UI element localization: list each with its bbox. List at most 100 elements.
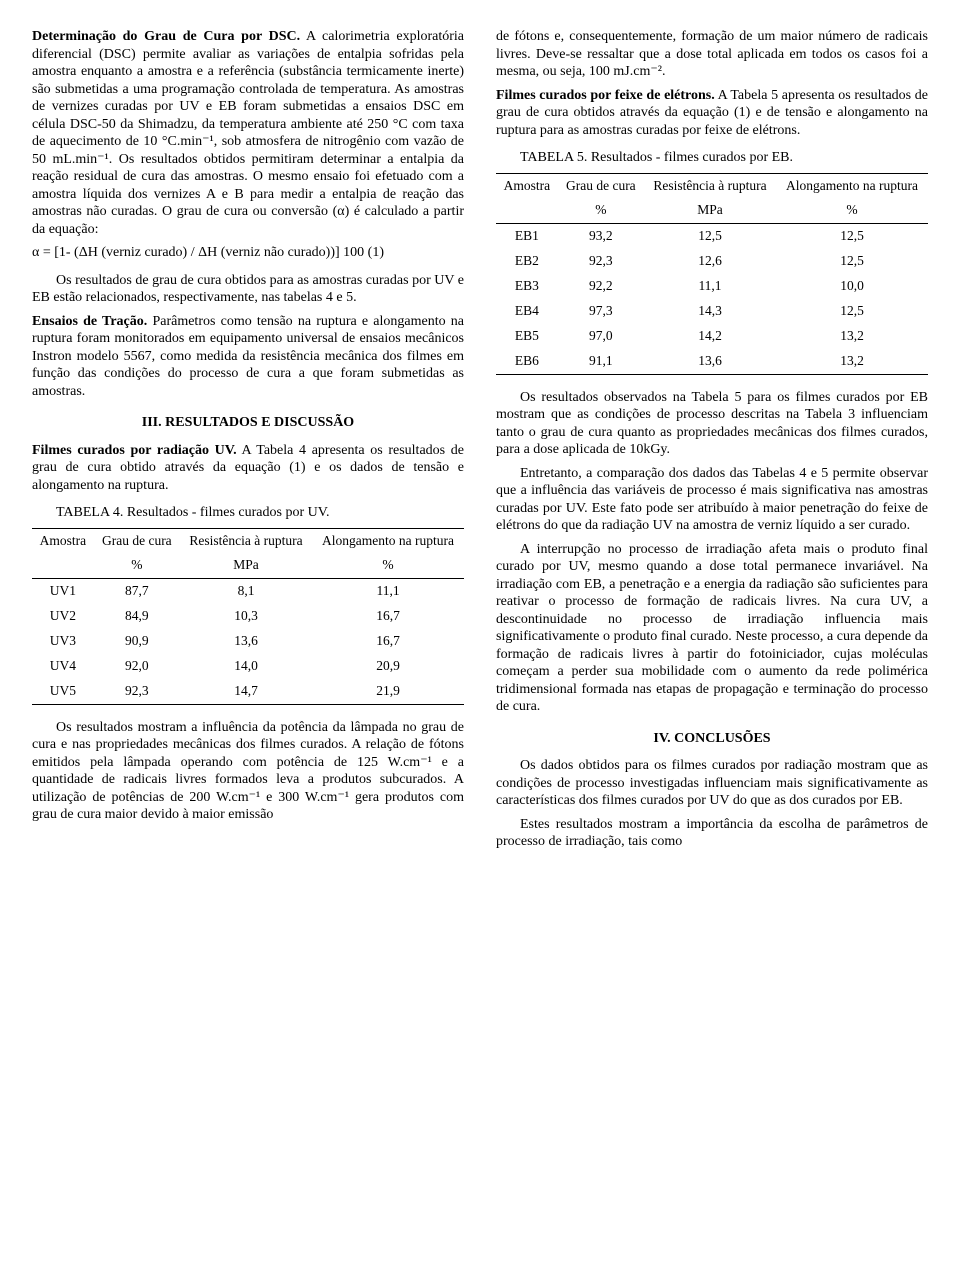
cell: UV1 [32,579,94,604]
cell: 12,5 [776,299,928,324]
table-4: Amostra Grau de cura Resistência à ruptu… [32,528,464,705]
table-row: EB193,212,512,5 [496,224,928,249]
t4-h2-c2: MPa [180,553,312,578]
cell: 84,9 [94,604,180,629]
t5-h1-c3: Alongamento na ruptura [776,173,928,198]
cell: EB2 [496,249,558,274]
paragraph-fotons: de fótons e, consequentemente, formação … [496,28,928,81]
cell: EB6 [496,349,558,374]
paragraph-eb-intro: Filmes curados por feixe de elétrons. A … [496,87,928,140]
table-5-caption: TABELA 5. Resultados - filmes curados po… [496,149,928,167]
section-4-heading: IV. CONCLUSÕES [496,730,928,748]
t4-h2-c1: % [94,553,180,578]
cell: EB1 [496,224,558,249]
cell: 14,0 [180,654,312,679]
cell: 13,2 [776,349,928,374]
cell: 13,2 [776,324,928,349]
table-row: EB292,312,612,5 [496,249,928,274]
cell: 91,1 [558,349,644,374]
equation-1: α = [1- (ΔH (verniz curado) / ΔH (verniz… [32,244,464,262]
cell: 93,2 [558,224,644,249]
paragraph-uv-results: Os resultados mostram a influência da po… [32,719,464,824]
cell: 12,5 [644,224,776,249]
t4-h1-c3: Alongamento na ruptura [312,528,464,553]
t4-h1-c1: Grau de cura [94,528,180,553]
paragraph-interruption: A interrupção no processo de irradiação … [496,541,928,716]
t4-h2-c0 [32,553,94,578]
cell: 92,2 [558,274,644,299]
cell: 20,9 [312,654,464,679]
t5-h2-c2: MPa [644,198,776,223]
cell: UV5 [32,679,94,704]
cell: UV2 [32,604,94,629]
cell: 97,0 [558,324,644,349]
cell: UV3 [32,629,94,654]
table-row: UV592,314,721,9 [32,679,464,704]
table-row: UV390,913,616,7 [32,629,464,654]
table-5-header-1: Amostra Grau de cura Resistência à ruptu… [496,173,928,198]
table-row: UV187,78,111,1 [32,579,464,604]
paragraph-results-intro: Os resultados de grau de cura obtidos pa… [32,272,464,307]
table-row: EB392,211,110,0 [496,274,928,299]
t4-h2-c3: % [312,553,464,578]
cell: 21,9 [312,679,464,704]
dsc-body: A calorimetria exploratória diferencial … [32,29,464,237]
cell: 13,6 [644,349,776,374]
table-row: EB691,113,613,2 [496,349,928,374]
paragraph-dsc: Determinação do Grau de Cura por DSC. A … [32,28,464,238]
cell: 12,6 [644,249,776,274]
eb-heading: Filmes curados por feixe de elétrons. [496,88,715,103]
cell: 12,5 [776,224,928,249]
cell: 97,3 [558,299,644,324]
cell: 10,0 [776,274,928,299]
cell: EB3 [496,274,558,299]
cell: 16,7 [312,604,464,629]
paragraph-uv-intro: Filmes curados por radiação UV. A Tabela… [32,442,464,495]
cell: 14,2 [644,324,776,349]
cell: 11,1 [644,274,776,299]
table-5: Amostra Grau de cura Resistência à ruptu… [496,173,928,375]
t5-h2-c0 [496,198,558,223]
cell: UV4 [32,654,94,679]
paragraph-conclusion-2: Estes resultados mostram a importância d… [496,816,928,851]
cell: 16,7 [312,629,464,654]
cell: 11,1 [312,579,464,604]
cell: 12,5 [776,249,928,274]
t5-h1-c1: Grau de cura [558,173,644,198]
table-4-header-1: Amostra Grau de cura Resistência à ruptu… [32,528,464,553]
t5-h1-c2: Resistência à ruptura [644,173,776,198]
page-columns: Determinação do Grau de Cura por DSC. A … [32,28,928,851]
cell: 13,6 [180,629,312,654]
t4-h1-c0: Amostra [32,528,94,553]
cell: 14,3 [644,299,776,324]
tracao-heading: Ensaios de Tração. [32,314,147,329]
t5-h1-c0: Amostra [496,173,558,198]
t4-h1-c2: Resistência à ruptura [180,528,312,553]
t5-h2-c3: % [776,198,928,223]
table-row: EB497,314,312,5 [496,299,928,324]
table-5-header-2: % MPa % [496,198,928,223]
cell: EB5 [496,324,558,349]
cell: 14,7 [180,679,312,704]
table-row: EB597,014,213,2 [496,324,928,349]
paragraph-comparison: Entretanto, a comparação dos dados das T… [496,465,928,535]
cell: 92,3 [558,249,644,274]
table-row: UV284,910,316,7 [32,604,464,629]
paragraph-tracao: Ensaios de Tração. Parâmetros como tensã… [32,313,464,401]
paragraph-eb-results: Os resultados observados na Tabela 5 par… [496,389,928,459]
cell: 87,7 [94,579,180,604]
table-4-header-2: % MPa % [32,553,464,578]
cell: 10,3 [180,604,312,629]
cell: 92,3 [94,679,180,704]
table-row: UV492,014,020,9 [32,654,464,679]
dsc-heading: Determinação do Grau de Cura por DSC. [32,29,300,44]
cell: 92,0 [94,654,180,679]
uv-heading: Filmes curados por radiação UV. [32,443,237,458]
cell: 8,1 [180,579,312,604]
t5-h2-c1: % [558,198,644,223]
section-3-heading: III. RESULTADOS E DISCUSSÃO [32,414,464,432]
paragraph-conclusion-1: Os dados obtidos para os filmes curados … [496,757,928,810]
table-4-caption: TABELA 4. Resultados - filmes curados po… [32,504,464,522]
cell: EB4 [496,299,558,324]
cell: 90,9 [94,629,180,654]
